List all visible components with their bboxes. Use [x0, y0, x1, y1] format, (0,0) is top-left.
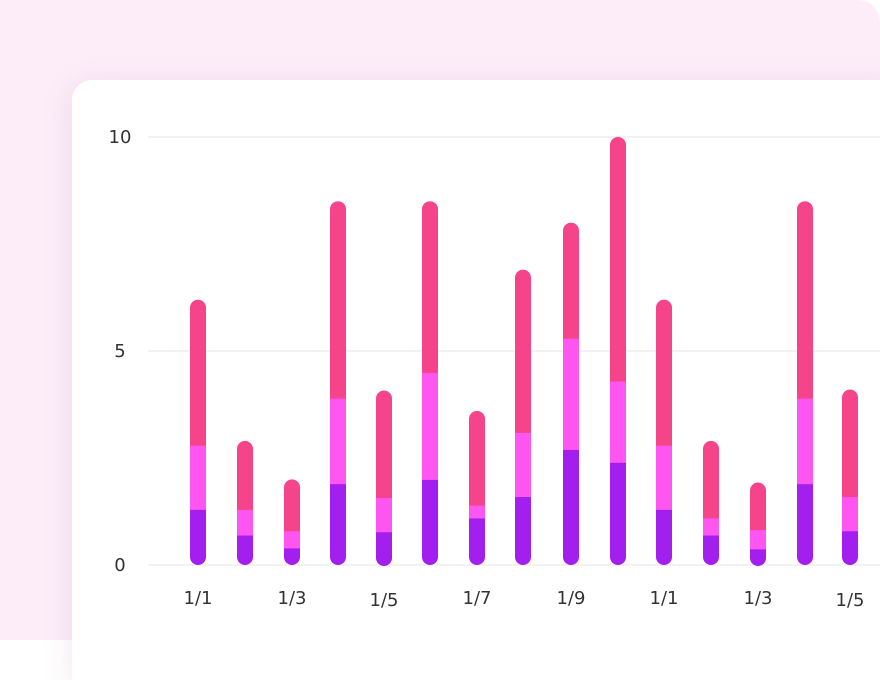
x-tick-label: 1/7 [463, 588, 492, 609]
bar-segment [469, 505, 485, 519]
bar-segment [703, 517, 719, 536]
chart-card [72, 80, 880, 680]
bar-segment [469, 517, 485, 566]
bar-segment [563, 338, 579, 450]
bar-segment [422, 479, 438, 565]
bar-segment [797, 483, 813, 565]
x-tick-label: 1/3 [278, 588, 307, 609]
bar-segment [284, 479, 300, 532]
bar-segment [750, 482, 766, 531]
bar-segment [610, 380, 626, 463]
bar-segment [750, 548, 766, 567]
bar-segment [610, 137, 626, 382]
bar-segment [284, 530, 300, 549]
bar-segment [656, 299, 672, 446]
bar-segment [656, 509, 672, 565]
bar-segment [330, 201, 346, 399]
bar-segment [330, 398, 346, 485]
bar-segment [563, 222, 579, 339]
x-tick-label: 1/5 [370, 590, 399, 611]
bar-segment [563, 449, 579, 565]
bar-segment [376, 497, 392, 533]
bar-segment [842, 389, 858, 498]
bar-segment [237, 535, 253, 566]
bar-segment [330, 483, 346, 565]
bar-segment [237, 440, 253, 510]
bar-segment [797, 398, 813, 485]
x-tick-label: 1/3 [744, 588, 773, 609]
bar-segment [703, 440, 719, 519]
bar-segment [797, 201, 813, 399]
bar-segment [750, 529, 766, 550]
bar-segment [842, 496, 858, 532]
x-tick-label: 1/1 [650, 588, 679, 609]
x-tick-label: 1/9 [557, 588, 586, 609]
bar-segment [703, 535, 719, 566]
bar-segment [376, 531, 392, 566]
stacked-bar-chart: 0 5 10 1/1 1/3 1/5 1/7 1/9 1/1 1/3 1/5 [109, 127, 880, 611]
y-tick-label: 5 [114, 341, 125, 362]
bar-segment [284, 547, 300, 565]
bar-segment [656, 445, 672, 510]
x-tick-label: 1/1 [184, 588, 213, 609]
bar-segment [610, 462, 626, 565]
bar-segment [422, 201, 438, 373]
bar-segment [376, 390, 392, 499]
y-tick-label: 0 [114, 555, 125, 576]
bar-segment [515, 496, 531, 565]
bar-segment [190, 299, 206, 446]
bar-segment [515, 269, 531, 433]
bar-segment [842, 530, 858, 565]
bar-segment [422, 372, 438, 480]
bar-segment [190, 445, 206, 510]
y-tick-label: 10 [109, 127, 132, 148]
x-tick-label: 1/5 [836, 590, 865, 611]
bar-segment [190, 509, 206, 565]
bar-segment [237, 509, 253, 536]
bar-segment [515, 432, 531, 498]
bar-segment [469, 410, 485, 506]
